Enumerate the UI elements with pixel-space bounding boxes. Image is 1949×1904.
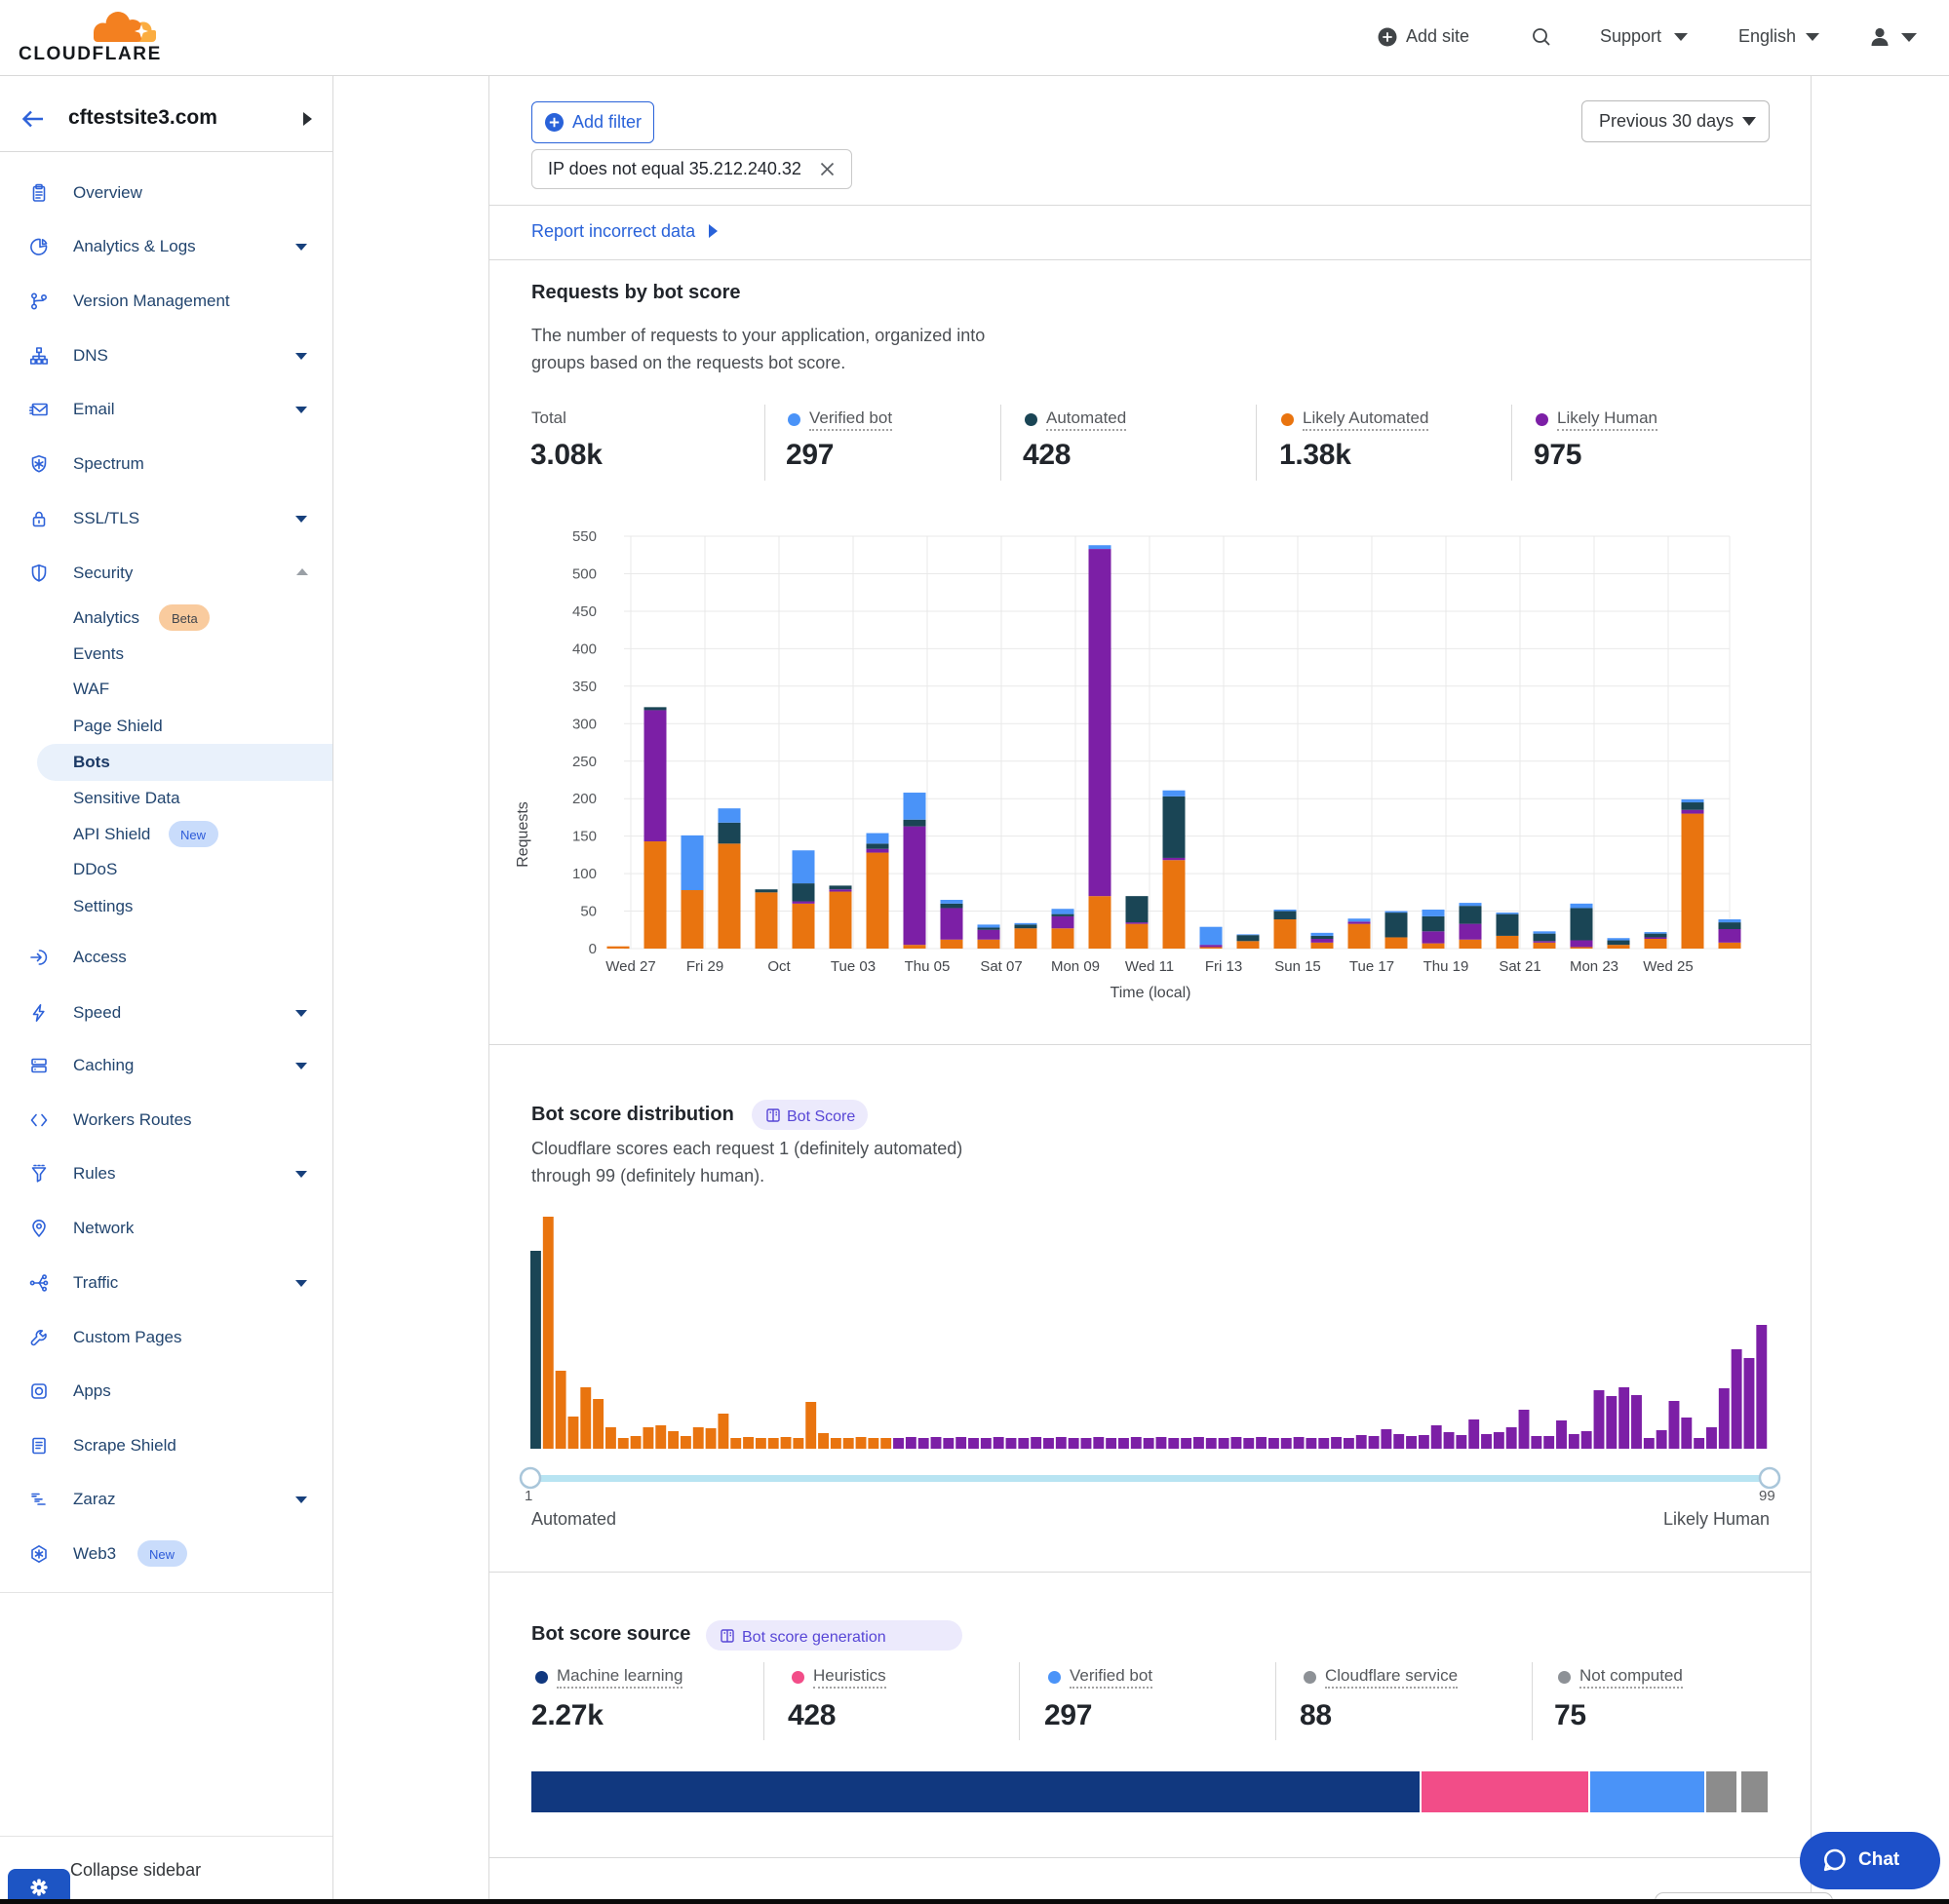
svg-text:Wed 25: Wed 25	[1643, 958, 1693, 975]
svg-text:Requests: Requests	[515, 801, 531, 868]
svg-text:400: 400	[572, 641, 597, 657]
svg-text:Wed 11: Wed 11	[1125, 958, 1174, 975]
svg-text:350: 350	[572, 679, 597, 695]
svg-text:Tue 17: Tue 17	[1349, 958, 1394, 975]
svg-text:200: 200	[572, 791, 597, 807]
svg-text:550: 550	[572, 528, 597, 545]
svg-text:Thu 19: Thu 19	[1423, 958, 1469, 975]
svg-text:Fri 29: Fri 29	[686, 958, 723, 975]
svg-text:300: 300	[572, 716, 597, 732]
svg-text:Mon 09: Mon 09	[1051, 958, 1100, 975]
svg-text:Sun 15: Sun 15	[1274, 958, 1321, 975]
svg-text:Oct: Oct	[767, 958, 791, 975]
svg-text:250: 250	[572, 754, 597, 770]
svg-text:150: 150	[572, 829, 597, 845]
svg-text:Sat 07: Sat 07	[980, 958, 1022, 975]
svg-text:100: 100	[572, 866, 597, 882]
svg-text:Thu 05: Thu 05	[905, 958, 951, 975]
svg-text:0: 0	[589, 941, 597, 957]
svg-text:Wed 27: Wed 27	[605, 958, 655, 975]
svg-text:50: 50	[580, 904, 597, 920]
svg-text:Sat 21: Sat 21	[1499, 958, 1540, 975]
svg-text:450: 450	[572, 603, 597, 620]
svg-text:Mon 23: Mon 23	[1570, 958, 1618, 975]
svg-text:500: 500	[572, 566, 597, 583]
svg-text:Tue 03: Tue 03	[831, 958, 876, 975]
svg-text:Fri 13: Fri 13	[1205, 958, 1242, 975]
svg-text:Time (local): Time (local)	[1111, 985, 1191, 1001]
